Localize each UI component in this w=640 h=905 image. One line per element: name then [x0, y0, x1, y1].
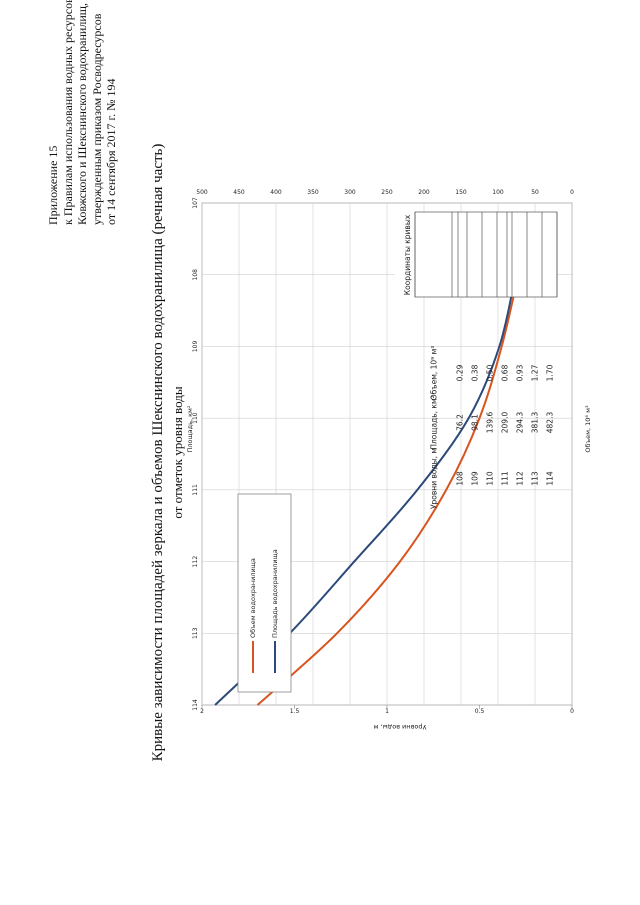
- x-top-tick-label: 150: [455, 189, 467, 196]
- x-bottom-tick-label: 0.5: [475, 708, 485, 715]
- table-title: Координаты кривых: [403, 214, 412, 295]
- x-top-tick-label: 500: [196, 189, 208, 196]
- table-cell: 98.1: [471, 414, 480, 431]
- y-tick-label: 107: [192, 197, 199, 209]
- coordinates-table: Координаты кривых Уровни воды, мПлощадь,…: [395, 211, 558, 509]
- x-top-tick-label: 350: [307, 189, 319, 196]
- x-top-tick-label: 50: [531, 189, 539, 196]
- table-cell: 108: [456, 471, 465, 486]
- table-cell: 114: [546, 471, 555, 486]
- y-tick-label: 113: [192, 627, 199, 639]
- table-cell: 0.29: [456, 364, 465, 381]
- x-top-tick-label: 300: [344, 189, 356, 196]
- table-cell: 113: [531, 471, 540, 486]
- table-cell: 0.93: [516, 364, 525, 381]
- table-header-cell: Площадь, км²: [430, 395, 439, 449]
- table-header-cell: Уровни воды, м: [430, 448, 439, 509]
- x-bottom-tick-label: 0: [570, 708, 574, 715]
- table-cell: 111: [501, 471, 510, 486]
- x-top-tick-label: 100: [492, 189, 504, 196]
- table-cell: 0.38: [471, 364, 480, 381]
- x-bottom-tick-label: 1: [385, 708, 389, 715]
- table-cell: 110: [486, 471, 495, 486]
- y-axis-label: Уровни воды, м: [373, 723, 426, 731]
- table-cell: 294.3: [516, 412, 525, 434]
- y-tick-label: 112: [192, 556, 199, 568]
- x-top-tick-label: 400: [270, 189, 282, 196]
- table-cell: 109: [471, 471, 480, 486]
- y-tick-label: 114: [192, 699, 199, 711]
- table-cell: 209.0: [501, 412, 510, 434]
- table-cell: 381.3: [531, 412, 540, 434]
- y-tick-label: 110: [192, 412, 199, 424]
- table-cell: 0.68: [501, 364, 510, 381]
- table-cell: 0.50: [486, 364, 495, 381]
- y-tick-label: 111: [192, 484, 199, 496]
- y-tick-label: 108: [192, 269, 199, 281]
- x-bottom-tick-label: 2: [200, 708, 204, 715]
- x-bottom-tick-label: 1.5: [290, 708, 300, 715]
- table-cell: 112: [516, 471, 525, 486]
- table-cell: 76.2: [456, 414, 465, 431]
- tick-labels: 107 108 109 110 111 112 113 114 0 50 100 150 200 250 3…: [192, 189, 574, 715]
- table-cell: 1.70: [546, 364, 555, 381]
- legend-box: [237, 493, 292, 693]
- x-top-tick-label: 0: [570, 189, 574, 196]
- y-tick-label: 109: [192, 341, 199, 353]
- table-background: [395, 212, 557, 297]
- x-top-tick-label: 250: [381, 189, 393, 196]
- x-top-tick-label: 450: [233, 189, 245, 196]
- x-top-axis-label: Площадь, км²: [186, 405, 194, 452]
- legend: Объем водохранилища Площадь водохранилищ…: [237, 493, 292, 693]
- x-bottom-axis-label: Объем, 10⁶ м³: [584, 405, 592, 453]
- table-cell: 1.27: [531, 364, 540, 381]
- table-cell: 139.6: [486, 412, 495, 434]
- table-cell: 482.3: [546, 412, 555, 434]
- legend-label-volume: Объем водохранилища: [249, 558, 257, 638]
- series-line-volume: [256, 274, 520, 706]
- table-header-cell: Объем, 10⁹ м³: [430, 346, 439, 400]
- legend-label-area: Площадь водохранилища: [271, 549, 279, 638]
- x-top-tick-label: 200: [418, 189, 430, 196]
